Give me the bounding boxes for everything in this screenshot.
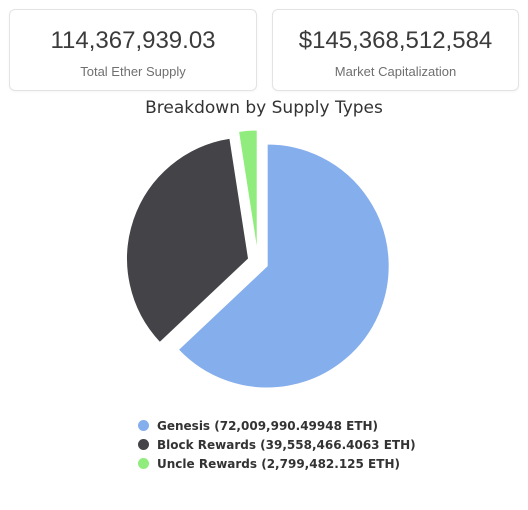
legend-label-genesis: Genesis (72,009,990.49948 ETH) [157, 418, 379, 433]
legend-item-uncle-rewards[interactable]: Uncle Rewards (2,799,482.125 ETH) [138, 454, 416, 473]
legend-dot-genesis [138, 420, 149, 431]
legend-dot-block-rewards [138, 439, 149, 450]
market-cap-value: $145,368,512,584 [298, 27, 493, 54]
legend-label-block-rewards: Block Rewards (39,558,466.4063 ETH) [157, 437, 416, 452]
chart-legend: Genesis (72,009,990.49948 ETH) Block Rew… [138, 416, 416, 473]
total-supply-value: 114,367,939.03 [50, 27, 216, 54]
pie-slice-uncle-rewards[interactable] [237, 130, 258, 253]
total-supply-card: 114,367,939.03 Total Ether Supply [9, 9, 257, 91]
pie-chart [126, 130, 390, 389]
chart-title: Breakdown by Supply Types [145, 98, 383, 118]
market-cap-card: $145,368,512,584 Market Capitalization [272, 9, 519, 91]
legend-label-uncle-rewards: Uncle Rewards (2,799,482.125 ETH) [157, 456, 400, 471]
legend-item-genesis[interactable]: Genesis (72,009,990.49948 ETH) [138, 416, 416, 435]
total-supply-label: Total Ether Supply [80, 64, 186, 79]
market-cap-label: Market Capitalization [334, 64, 457, 79]
legend-item-block-rewards[interactable]: Block Rewards (39,558,466.4063 ETH) [138, 435, 416, 454]
pie-slice-block-rewards[interactable] [126, 137, 250, 344]
pie-slice-genesis[interactable] [177, 143, 390, 389]
legend-dot-uncle-rewards [138, 458, 149, 469]
